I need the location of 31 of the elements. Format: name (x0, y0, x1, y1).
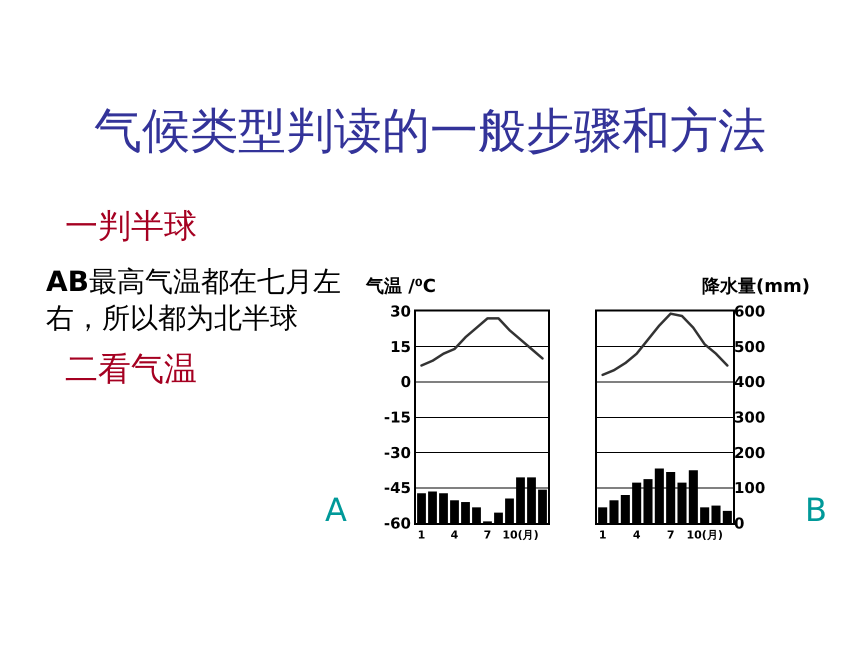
y-axis-title: 气温 /⁰C (365, 276, 436, 297)
x-tick-label: 1 (418, 528, 426, 542)
y-tick-label: 30 (390, 302, 411, 321)
x-tick-label: 7 (484, 528, 492, 542)
x-tick-label: 10(月) (686, 528, 723, 542)
y-tick-label: -45 (384, 479, 411, 498)
y-tick-label: 0 (400, 373, 411, 392)
y-tick-label: -60 (384, 514, 411, 532)
x-tick-label: 7 (666, 528, 674, 542)
x-tick-label: 4 (450, 528, 459, 542)
y2-tick-label: 300 (734, 408, 766, 427)
y-tick-label: 15 (390, 338, 411, 356)
text: A (325, 491, 347, 529)
x-tick-label: 1 (598, 528, 606, 542)
text: AB最高气温都在七月左右，所以都为北半球 (46, 265, 342, 334)
y2-tick-label: 600 (734, 302, 766, 321)
text: 一判半球 (65, 206, 197, 245)
y2-axis-title: 降水量(mm) (702, 276, 810, 297)
x-tick-label: 4 (632, 528, 641, 542)
y-tick-label: -15 (384, 408, 411, 427)
y2-tick-label: 100 (734, 479, 766, 498)
y2-tick-label: 400 (734, 373, 766, 392)
line-series (420, 317, 544, 367)
text: 气候类型判读的一般步骤和方法 (94, 103, 766, 159)
x-tick-label: 10(月) (502, 528, 539, 542)
text: B (805, 491, 827, 529)
y2-tick-label: 200 (734, 444, 766, 462)
text: 二看气温 (65, 349, 197, 388)
y-tick-label: -30 (384, 444, 411, 462)
y2-tick-label: 500 (734, 338, 766, 356)
y2-tick-label: 0 (734, 514, 744, 532)
